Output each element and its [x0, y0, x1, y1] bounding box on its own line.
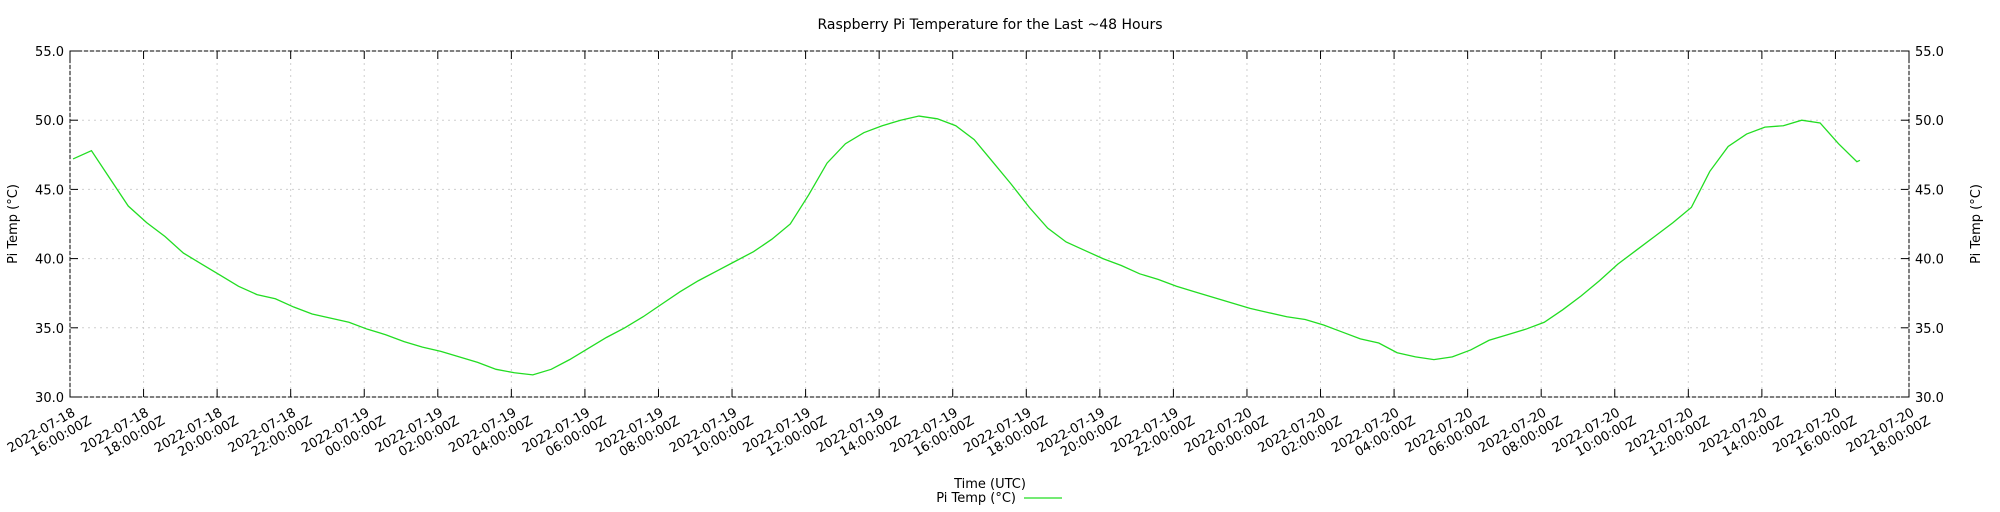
x-tick-label: 2022-07-2000:00:00Z [1182, 400, 1271, 469]
x-tick-label: 2022-07-1906:00:00Z [520, 400, 609, 469]
plot-frame [69, 50, 1910, 398]
x-tick-label: 2022-07-1918:00:00Z [961, 400, 1050, 469]
x-tick-label: 2022-07-1900:00:00Z [299, 400, 388, 469]
y-tick-label: 45.0 [35, 183, 64, 198]
x-tick-label: 2022-07-1910:00:00Z [667, 400, 756, 469]
y2-tick-label: 45.0 [1915, 183, 1944, 198]
y-tick-label: 50.0 [35, 114, 64, 129]
y-tick-label: 35.0 [35, 322, 64, 337]
x-tick-label: 2022-07-1902:00:00Z [373, 400, 462, 469]
data-line [72, 115, 1861, 376]
x-tick-label: 2022-07-1920:00:00Z [1035, 400, 1124, 469]
chart-title: Raspberry Pi Temperature for the Last ~4… [817, 17, 1162, 33]
y2-tick-label: 40.0 [1915, 253, 1944, 268]
x-tick-label: 2022-07-2006:00:00Z [1403, 400, 1492, 469]
x-tick-label: 2022-07-1912:00:00Z [741, 400, 830, 469]
x-tick-label: 2022-07-1822:00:00Z [226, 400, 315, 469]
x-axis-label: Time (UTC) [953, 477, 1026, 492]
x-tick-label: 2022-07-1904:00:00Z [446, 400, 535, 469]
y-axis-label: Pi Temp (°C) [6, 184, 21, 264]
x-tick-label: 2022-07-2002:00:00Z [1256, 400, 1345, 469]
x-tick-label: 2022-07-2004:00:00Z [1329, 400, 1418, 469]
x-tick-label: 2022-07-2014:00:00Z [1697, 400, 1786, 469]
x-tick-label: 2022-07-2008:00:00Z [1476, 400, 1565, 469]
legend-label: Pi Temp (°C) [936, 491, 1016, 506]
x-tick-label: 2022-07-2012:00:00Z [1623, 400, 1712, 469]
x-tick-label: 2022-07-1820:00:00Z [152, 400, 241, 469]
y2-axis-label: Pi Temp (°C) [1969, 184, 1984, 264]
x-tick-label: 2022-07-1908:00:00Z [594, 400, 683, 469]
x-tick-label: 2022-07-2010:00:00Z [1550, 400, 1639, 469]
x-tick-label: 2022-07-1922:00:00Z [1108, 400, 1197, 469]
y2-tick-label: 55.0 [1915, 45, 1944, 60]
y2-tick-label: 50.0 [1915, 114, 1944, 129]
y-tick-label: 30.0 [35, 391, 64, 406]
x-tick-label: 2022-07-1916:00:00Z [888, 400, 977, 469]
x-tick-label: 2022-07-1818:00:00Z [79, 400, 168, 469]
y-tick-label: 55.0 [35, 45, 64, 60]
y2-tick-label: 30.0 [1915, 391, 1944, 406]
x-tick-label: 2022-07-2018:00:00Z [1844, 400, 1933, 469]
x-tick-label: 2022-07-1816:00:00Z [5, 400, 94, 469]
y2-tick-label: 35.0 [1915, 322, 1944, 337]
y-tick-label: 40.0 [35, 253, 64, 268]
x-tick-label: 2022-07-2016:00:00Z [1771, 400, 1860, 469]
x-tick-label: 2022-07-1914:00:00Z [814, 400, 903, 469]
